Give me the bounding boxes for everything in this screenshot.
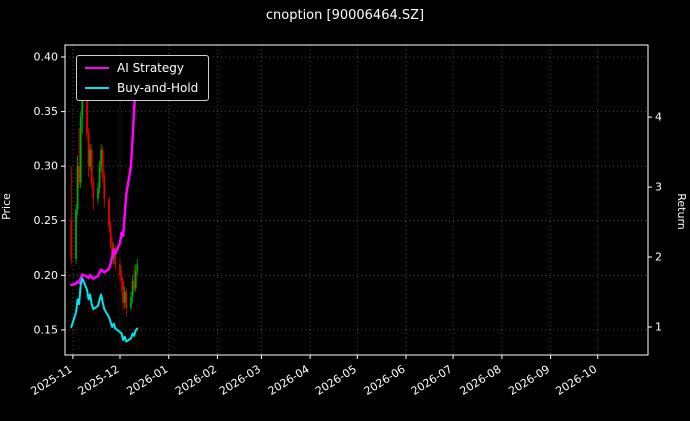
buy-and-hold-line-icon bbox=[85, 87, 109, 89]
svg-text:2026-05: 2026-05 bbox=[313, 363, 359, 398]
svg-text:4: 4 bbox=[655, 111, 662, 124]
legend-label-ai-strategy: AI Strategy bbox=[117, 61, 184, 75]
legend-item-buy-and-hold: Buy-and-Hold bbox=[85, 81, 198, 95]
svg-text:1: 1 bbox=[655, 321, 662, 334]
svg-text:2026-07: 2026-07 bbox=[409, 363, 455, 398]
svg-text:2026-10: 2026-10 bbox=[553, 363, 599, 398]
svg-text:3: 3 bbox=[655, 181, 662, 194]
svg-text:0.35: 0.35 bbox=[34, 105, 59, 118]
legend-item-ai-strategy: AI Strategy bbox=[85, 61, 198, 75]
legend: AI Strategy Buy-and-Hold bbox=[76, 55, 210, 101]
svg-text:2026-01: 2026-01 bbox=[124, 363, 170, 398]
svg-text:2026-06: 2026-06 bbox=[362, 363, 408, 398]
svg-text:2026-08: 2026-08 bbox=[458, 363, 504, 398]
svg-text:0.40: 0.40 bbox=[34, 51, 59, 64]
svg-text:2026-02: 2026-02 bbox=[173, 363, 219, 398]
svg-text:2025-12: 2025-12 bbox=[76, 363, 122, 398]
return-axis-label: Return bbox=[675, 193, 689, 230]
svg-text:0.30: 0.30 bbox=[34, 160, 59, 173]
svg-text:0.20: 0.20 bbox=[34, 269, 59, 282]
svg-text:2025-11: 2025-11 bbox=[29, 363, 75, 398]
chart-title: cnoption [90006464.SZ] bbox=[265, 8, 425, 23]
svg-text:2026-03: 2026-03 bbox=[217, 363, 263, 398]
svg-text:2: 2 bbox=[655, 251, 662, 264]
price-axis-label: Price bbox=[0, 193, 13, 220]
svg-text:2026-04: 2026-04 bbox=[266, 363, 312, 398]
legend-label-buy-and-hold: Buy-and-Hold bbox=[117, 81, 199, 95]
svg-text:2026-09: 2026-09 bbox=[506, 363, 552, 398]
ai-strategy-line-icon bbox=[85, 67, 109, 69]
svg-text:0.25: 0.25 bbox=[34, 214, 59, 227]
svg-text:0.15: 0.15 bbox=[34, 323, 59, 336]
